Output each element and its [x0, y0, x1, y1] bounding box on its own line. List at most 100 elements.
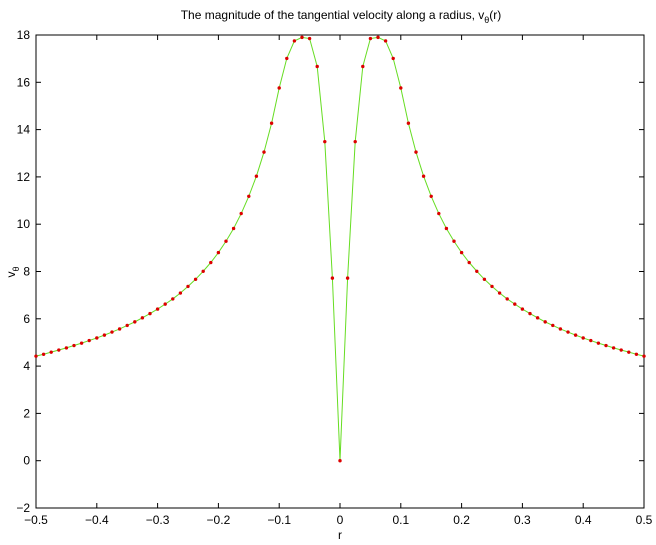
data-point	[269, 121, 274, 125]
data-point	[452, 239, 456, 243]
data-point	[558, 327, 563, 331]
data-point	[262, 150, 266, 154]
y-tick-label: 10	[17, 217, 31, 231]
data-point	[254, 174, 259, 178]
y-axis-label: vθ	[4, 266, 21, 277]
data-point	[178, 291, 183, 295]
y-tick-label: 0	[23, 454, 30, 468]
x-tick-label: 0	[337, 513, 344, 527]
data-point	[102, 333, 107, 337]
x-tick-label: 0.5	[636, 513, 653, 527]
series-marker-group	[34, 35, 646, 463]
data-point	[330, 276, 335, 280]
x-tick-label: −0.5	[24, 513, 48, 527]
x-tick-label: −0.4	[85, 513, 109, 527]
x-tick-label: −0.1	[267, 513, 291, 527]
data-point	[383, 39, 388, 43]
data-point	[87, 338, 91, 343]
data-point	[95, 336, 99, 340]
data-point	[414, 150, 418, 154]
x-tick-label: 0.4	[575, 513, 592, 527]
data-point	[163, 302, 167, 306]
data-point	[201, 269, 205, 273]
data-point	[41, 352, 46, 356]
data-point	[216, 250, 221, 255]
data-point	[467, 260, 471, 265]
data-point	[338, 459, 342, 463]
data-point	[596, 341, 601, 345]
y-tick-label: 4	[23, 359, 30, 373]
data-point	[231, 226, 236, 231]
y-tick-label: −2	[16, 501, 30, 515]
x-tick-label: 0.1	[392, 513, 409, 527]
data-point	[64, 346, 69, 350]
data-point	[110, 330, 114, 334]
x-tick-label: −0.2	[207, 513, 231, 527]
data-point	[573, 333, 578, 337]
data-point	[589, 338, 593, 343]
chart-title-text: The magnitude of the tangential velocity…	[181, 8, 485, 22]
data-point	[171, 297, 175, 301]
x-tick-label: 0.3	[514, 513, 531, 527]
y-tick-label: 18	[17, 28, 31, 42]
chart-title-subscript: θ	[484, 15, 489, 25]
data-point	[292, 39, 297, 43]
x-tick-label: 0.2	[453, 513, 470, 527]
data-point	[117, 327, 122, 331]
data-point	[34, 354, 38, 358]
data-point	[368, 36, 373, 41]
data-point	[186, 284, 190, 289]
data-point	[520, 307, 525, 311]
data-point	[323, 139, 327, 144]
data-point	[444, 226, 449, 231]
data-point	[307, 36, 312, 41]
data-point	[277, 86, 281, 90]
data-point	[209, 260, 213, 265]
data-point	[406, 121, 411, 125]
plot-area	[35, 34, 645, 509]
data-point	[627, 350, 631, 354]
data-point	[429, 194, 433, 198]
data-point	[642, 354, 646, 358]
y-tick-label: 14	[17, 123, 31, 137]
data-point	[634, 352, 639, 356]
x-tick-label: −0.3	[146, 513, 170, 527]
data-point	[239, 211, 243, 216]
data-point	[604, 343, 608, 348]
x-axis-label: r	[338, 528, 342, 542]
y-axis-label-subscript: θ	[11, 266, 21, 271]
data-point	[421, 174, 426, 178]
y-tick-label: 8	[23, 265, 30, 279]
y-axis-label-group: vθ	[4, 266, 21, 277]
data-point	[475, 269, 479, 273]
data-point	[437, 211, 441, 216]
data-point	[459, 250, 464, 255]
data-point	[125, 323, 129, 328]
data-point	[247, 194, 251, 198]
data-point	[482, 277, 487, 282]
data-point	[224, 239, 228, 243]
data-point	[391, 56, 395, 61]
chart-title-suffix: (r)	[489, 8, 501, 22]
axis-ticks: −0.5 −0.4 −0.3 −0.2 −0.1 0 0.1 0.2 0.3 0.4 0.5 −2 0 2…	[16, 28, 652, 527]
data-point	[581, 336, 585, 340]
y-tick-label: 12	[17, 170, 31, 184]
data-point	[140, 316, 145, 320]
y-tick-label: 2	[23, 406, 30, 420]
data-point	[376, 35, 380, 40]
data-point	[361, 64, 365, 69]
data-point	[505, 297, 509, 301]
data-point	[353, 139, 357, 144]
data-point	[619, 348, 623, 352]
data-point	[300, 35, 304, 40]
data-point	[566, 330, 570, 334]
data-point	[497, 291, 502, 295]
data-point	[513, 302, 517, 306]
data-point	[79, 341, 84, 345]
y-tick-label: 16	[17, 75, 31, 89]
chart-title: The magnitude of the tangential velocity…	[181, 8, 502, 25]
data-point	[551, 323, 555, 328]
data-point	[611, 346, 616, 350]
data-point	[285, 56, 289, 61]
